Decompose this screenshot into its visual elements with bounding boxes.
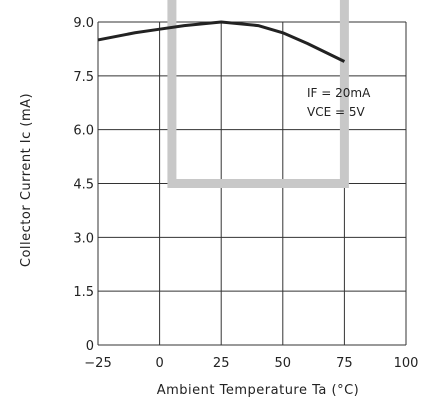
x-tick-labels: −25 0 25 50 75 100 <box>84 356 418 371</box>
y-tick-labels: 0 1.5 3.0 4.5 6.0 7.5 9.0 <box>73 16 94 354</box>
x-tick-label: −25 <box>84 356 111 371</box>
highlight-region <box>167 0 349 188</box>
series-layer <box>97 20 346 63</box>
y-tick-label: 9.0 <box>73 16 94 31</box>
y-tick-label: 0 <box>86 339 94 354</box>
x-tick-label: 25 <box>213 356 230 371</box>
x-axis-title: Ambient Temperature Ta (°C) <box>157 383 359 398</box>
y-tick-label: 1.5 <box>73 285 94 300</box>
annotation-vce: VCE = 5V <box>307 105 365 119</box>
x-tick-label: 50 <box>275 356 292 371</box>
highlight-outline <box>167 0 349 188</box>
y-tick-label: 7.5 <box>73 70 94 85</box>
x-tick-label: 100 <box>394 356 419 371</box>
annotation-if: IF = 20mA <box>307 86 371 100</box>
series-line-0 <box>97 20 346 63</box>
x-tick-label: 0 <box>155 356 163 371</box>
x-tick-label: 75 <box>336 356 353 371</box>
y-tick-label: 3.0 <box>73 231 94 246</box>
y-tick-label: 4.5 <box>73 178 94 193</box>
y-tick-label: 6.0 <box>73 124 94 139</box>
y-axis-title: Collector Current Ic (mA) <box>19 93 34 267</box>
